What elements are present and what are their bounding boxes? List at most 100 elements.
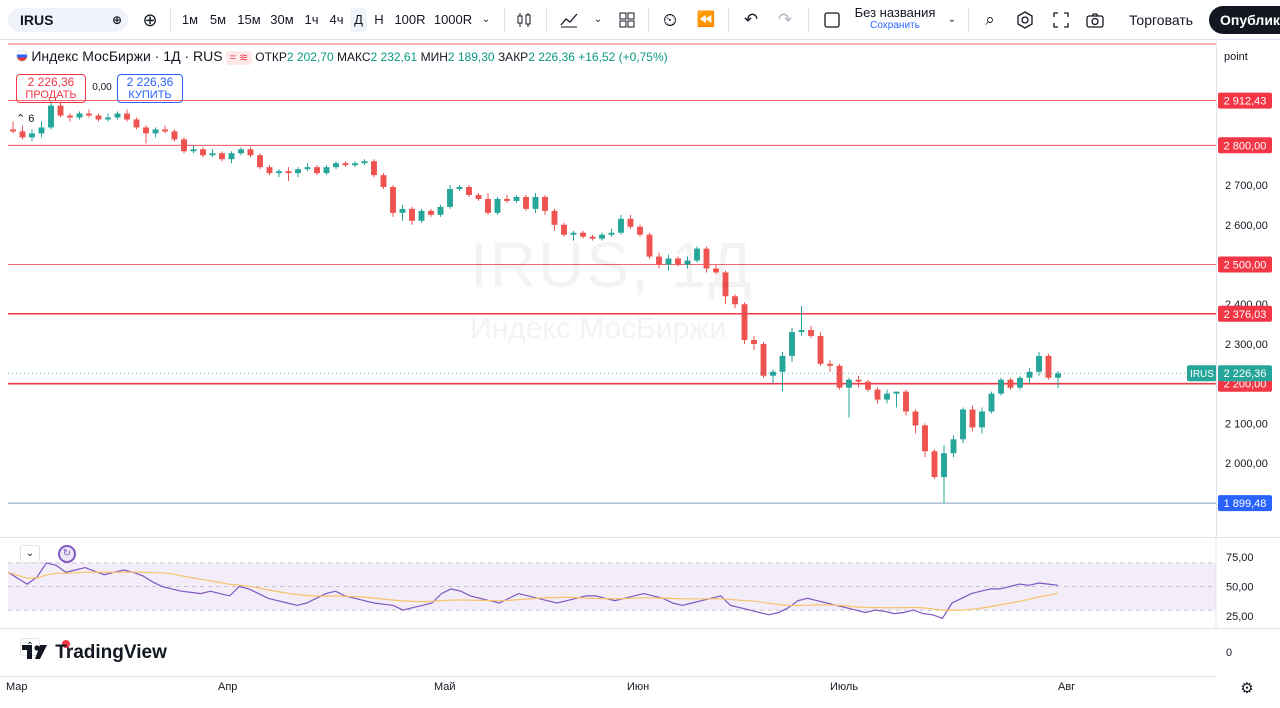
candle[interactable] bbox=[409, 206, 415, 225]
candle[interactable] bbox=[152, 127, 159, 138]
candle[interactable] bbox=[808, 326, 814, 339]
chart-type-candles-icon[interactable] bbox=[512, 8, 536, 32]
candle[interactable] bbox=[371, 159, 377, 178]
candle[interactable] bbox=[19, 125, 26, 140]
candle[interactable] bbox=[1007, 377, 1014, 390]
candle[interactable] bbox=[257, 153, 263, 170]
candle[interactable] bbox=[656, 252, 662, 269]
candle[interactable] bbox=[333, 161, 339, 170]
axis-settings-gear-icon[interactable]: ⚙ bbox=[1240, 680, 1254, 697]
candle[interactable] bbox=[988, 391, 995, 414]
candle[interactable] bbox=[608, 228, 615, 237]
rsi-collapse-chevron-icon[interactable]: ⌄ bbox=[20, 545, 40, 563]
candle[interactable] bbox=[846, 377, 852, 418]
indicators-toggle[interactable]: ⌃ 6 bbox=[16, 112, 34, 125]
candle[interactable] bbox=[1036, 351, 1042, 376]
time-axis[interactable]: Мар Апр Май Июн Июль Авг bbox=[0, 676, 1216, 698]
candle[interactable] bbox=[95, 113, 102, 122]
layout-name-button[interactable]: Без названия Сохранить bbox=[850, 6, 940, 34]
candle[interactable] bbox=[732, 294, 738, 309]
candle[interactable] bbox=[599, 232, 605, 241]
candle[interactable] bbox=[884, 389, 890, 404]
candle[interactable] bbox=[703, 246, 710, 273]
compare-add-icon[interactable]: ⊕ bbox=[142, 10, 158, 30]
candle[interactable] bbox=[950, 435, 957, 458]
interval-button[interactable]: 5м bbox=[209, 12, 227, 27]
candle[interactable] bbox=[874, 387, 881, 404]
layout-chevron-down-icon[interactable]: ⌄ bbox=[947, 14, 957, 25]
candle[interactable] bbox=[314, 165, 320, 176]
candle[interactable] bbox=[143, 125, 149, 144]
rsi-ma-line[interactable] bbox=[7, 571, 1059, 612]
candle[interactable] bbox=[76, 111, 83, 120]
candle[interactable] bbox=[855, 375, 862, 388]
candle[interactable] bbox=[998, 377, 1004, 396]
undo-icon[interactable]: ↶ bbox=[743, 10, 759, 29]
candle[interactable] bbox=[751, 336, 757, 350]
candle[interactable] bbox=[247, 147, 254, 158]
collapse-chevron-icon[interactable]: ⌃ bbox=[16, 113, 26, 125]
candle[interactable] bbox=[646, 232, 653, 259]
price-axis-unit[interactable]: point bbox=[1224, 51, 1248, 63]
candle[interactable] bbox=[352, 161, 358, 168]
candle[interactable] bbox=[589, 234, 596, 241]
candle[interactable] bbox=[741, 302, 748, 344]
candle[interactable] bbox=[1017, 375, 1023, 390]
rsi-chart[interactable]: 75,00 50,00 25,00 bbox=[0, 538, 1280, 628]
candle[interactable] bbox=[570, 230, 577, 241]
candle[interactable] bbox=[399, 204, 406, 221]
candle[interactable] bbox=[485, 192, 491, 215]
candle[interactable] bbox=[1055, 370, 1061, 389]
candle[interactable] bbox=[238, 147, 244, 156]
legend-title[interactable]: Индекс МосБиржи · 1Д · RUS bbox=[31, 48, 223, 64]
candle[interactable] bbox=[760, 341, 767, 378]
candle[interactable] bbox=[637, 224, 643, 237]
sell-button[interactable]: 2 226,36 ПРОДАТЬ bbox=[16, 74, 86, 103]
interval-button[interactable]: 100R bbox=[394, 12, 426, 27]
candle[interactable] bbox=[551, 208, 558, 231]
add-symbol-icon[interactable]: ⊕ bbox=[111, 13, 122, 27]
quick-search-icon[interactable]: ⌕ bbox=[985, 10, 995, 29]
templates-grid-icon[interactable] bbox=[614, 8, 640, 32]
candle[interactable] bbox=[181, 137, 187, 154]
candle[interactable] bbox=[171, 129, 178, 142]
candle[interactable] bbox=[475, 192, 482, 201]
candle[interactable] bbox=[219, 151, 225, 162]
candle[interactable] bbox=[456, 185, 463, 192]
candle[interactable] bbox=[770, 369, 776, 384]
candle[interactable] bbox=[523, 194, 529, 211]
candle[interactable] bbox=[713, 264, 719, 275]
interval-button[interactable]: Н bbox=[374, 12, 384, 27]
interval-button[interactable]: 1м bbox=[181, 12, 199, 27]
candle[interactable] bbox=[922, 423, 928, 458]
candle[interactable] bbox=[504, 194, 510, 203]
candle[interactable] bbox=[105, 113, 111, 122]
interval-button[interactable]: 1ч bbox=[304, 12, 319, 27]
legend-compare-icon[interactable]: = ≋ bbox=[225, 51, 252, 65]
candle[interactable] bbox=[361, 159, 368, 166]
candle[interactable] bbox=[580, 230, 586, 239]
candle[interactable] bbox=[979, 407, 985, 434]
interval-dropdown-chevron-icon[interactable]: ⌄ bbox=[481, 14, 491, 25]
candle[interactable] bbox=[665, 254, 672, 271]
candle[interactable] bbox=[798, 306, 805, 337]
candle[interactable] bbox=[931, 449, 938, 480]
candle[interactable] bbox=[827, 359, 833, 372]
interval-button[interactable]: 15м bbox=[237, 12, 261, 27]
candle[interactable] bbox=[29, 129, 35, 142]
rsi-line[interactable] bbox=[7, 562, 1059, 620]
candle[interactable] bbox=[789, 328, 795, 362]
candle[interactable] bbox=[893, 391, 900, 408]
candle[interactable] bbox=[418, 208, 425, 223]
candle[interactable] bbox=[190, 145, 197, 154]
candle[interactable] bbox=[969, 405, 976, 432]
buy-button[interactable]: 2 226,36 КУПИТЬ bbox=[117, 74, 183, 103]
candle[interactable] bbox=[124, 109, 130, 122]
candle[interactable] bbox=[836, 363, 843, 390]
interval-button[interactable]: 4ч bbox=[329, 12, 344, 27]
redo-icon[interactable]: ↷ bbox=[777, 10, 793, 29]
candle[interactable] bbox=[133, 117, 140, 130]
candle[interactable] bbox=[67, 113, 73, 122]
price-chart[interactable]: 2 700,002 600,002 400,002 300,002 100,00… bbox=[0, 41, 1280, 536]
candle[interactable] bbox=[38, 121, 45, 138]
